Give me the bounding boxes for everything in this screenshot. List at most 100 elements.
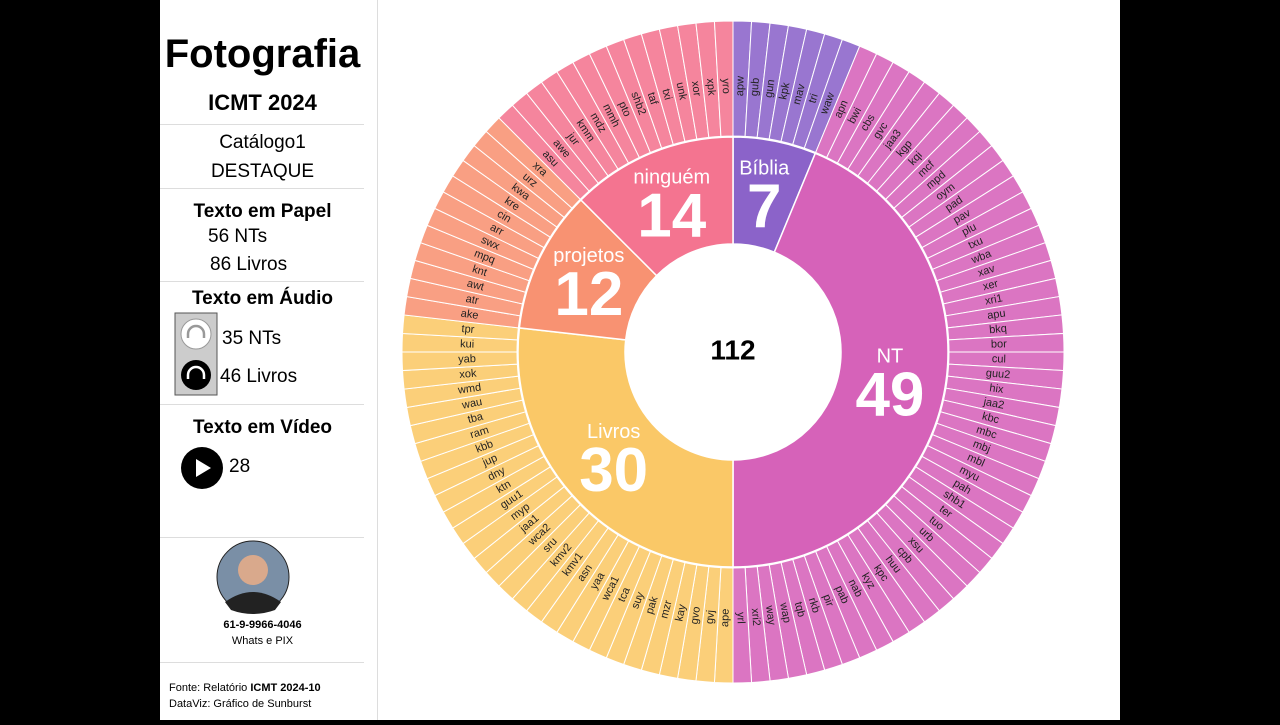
segment-name: ninguém [633,166,710,188]
outer-label: unk [674,81,689,101]
outer-label: gvj [704,610,717,625]
catalog-line: DESTAQUE [210,161,315,182]
segment-value: 12 [554,260,623,329]
segment-name: NT [877,345,904,367]
outer-label: xok [459,368,478,381]
paper-heading: Texto em Papel [193,201,332,222]
outer-label: way [763,604,778,627]
outer-label: xri1 [984,292,1004,307]
paper-item: 56 NTs [208,226,268,247]
credit: DataViz: Gráfico de Sunburst [169,698,312,710]
inner-wedge [579,136,734,277]
chart-area: apw gub gun kpk mav tri waw Bíblia 7 apn bwi cbs gvc… [378,0,1120,720]
center-hole [625,244,841,460]
outer-label: guu2 [985,367,1010,381]
audio-item: 35 NTs [222,328,282,349]
video-heading: Texto em Vídeo [192,417,332,438]
paper-item: 86 Livros [210,254,288,275]
divider [160,188,364,189]
outer-label: gun [763,79,777,99]
audio-heading: Texto em Áudio [191,288,334,309]
outer-label: apu [986,307,1006,321]
outer-label: jup [480,452,499,469]
outer-label: bor [991,338,1008,350]
outer-label: suy [629,590,646,611]
outer-label: xer [982,278,1000,294]
outer-label: rkb [806,596,822,614]
divider [160,662,364,663]
outer-label: yro [719,78,731,94]
outer-label: tba [467,410,486,426]
outer-label: taf [645,91,660,107]
outer-label: txu [967,235,985,252]
phone: 61-9-9966-4046 [223,619,302,631]
outer-label: kpk [777,81,792,101]
outer-label: mbj [971,438,992,456]
headphone [186,365,206,379]
contact-note: Whats e PIX [231,635,294,647]
outer-label: awt [466,278,486,294]
inner-wedge [732,152,949,568]
catalog-line: Catálogo1 [219,132,306,153]
source-prefix: Fonte: Relatório [169,682,248,694]
outer-label: kui [460,338,474,350]
outer-label: xri2 [749,608,762,627]
outer-label: wmd [456,382,482,397]
sidebar: Fotografia ICMT 2024 Catálogo1 DESTAQUE … [160,0,378,720]
segment-value: 7 [747,172,781,241]
outer-label: bkq [989,323,1008,336]
outer-label: arr [488,221,506,238]
title: Fotografia [164,32,361,76]
outer-label: tqb [792,601,807,619]
segment-value: 49 [855,361,924,430]
outer-label: pto [616,100,633,119]
divider [160,281,364,282]
outer-label: plu [960,221,979,238]
headphone [186,324,206,338]
outer-label: pir [820,593,836,609]
segment-name: Bíblia [739,157,790,179]
outer-label: atr [465,293,480,307]
center-total: 112 [710,334,755,365]
outer-label: xor [689,80,703,97]
video-icon [181,447,223,489]
outer-label: apw [734,76,747,97]
outer-label: gub [749,77,763,96]
outer-label: tca [616,585,633,604]
audio-icons [174,312,218,396]
outer-label: pak [644,595,661,616]
photo [216,540,290,614]
outer-label: wap [777,601,793,624]
divider [160,404,364,405]
book-audio-icon [181,360,211,390]
outer-label: yab [458,353,476,365]
outer-label: yrl [734,612,746,624]
segment-value: 14 [637,182,706,251]
subtitle: ICMT 2024 [208,90,317,115]
outer-label: ram [469,424,491,441]
outer-label: jaa2 [982,396,1006,412]
outer-label: ake [460,308,479,322]
outer-label: tpr [461,323,475,336]
outer-label: gvo [689,606,703,625]
outer-label: wau [460,396,483,412]
outer-label: xav [976,263,996,280]
outer-label: txi [659,88,673,102]
outer-label: kay [673,603,688,623]
nt-audio-icon [180,318,212,350]
segment-name: projetos [553,245,624,267]
outer-segment [713,20,734,137]
outer-label: kbb [474,438,495,456]
play [196,459,211,477]
divider [160,537,364,538]
segment-name: Livros [587,421,640,443]
source-report: ICMT 2024-10 [250,682,321,694]
outer-label: hix [989,382,1005,396]
outer-label: kbc [981,410,1001,426]
sunburst: apw gub gun kpkmavtriwawBíblia7apnbwicbsgvc… [401,20,1065,684]
divider [160,124,364,125]
shirt [225,592,281,614]
outer-label: cul [992,353,1006,365]
outer-label: mav [791,82,808,106]
